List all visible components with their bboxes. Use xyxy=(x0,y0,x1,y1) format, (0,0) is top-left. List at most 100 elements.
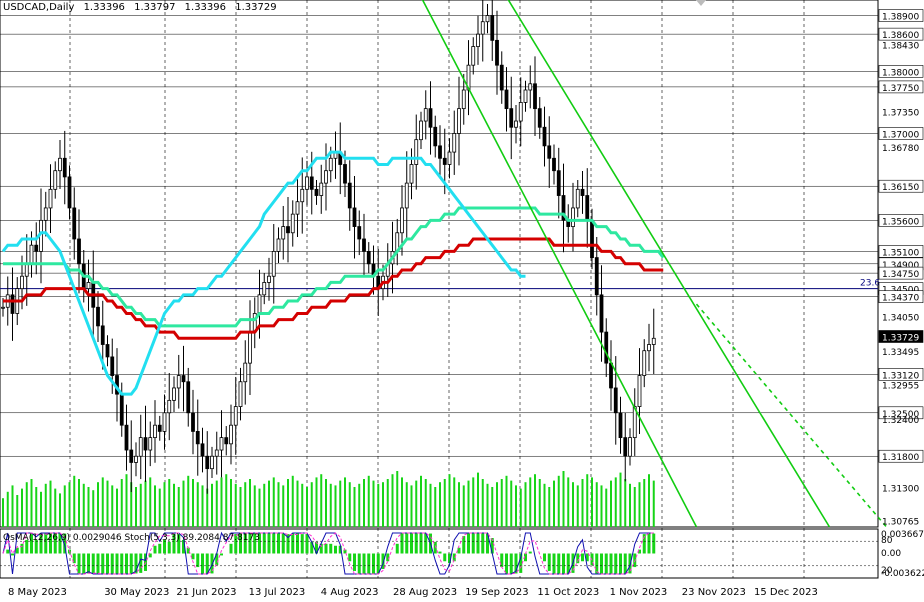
candle xyxy=(153,400,157,463)
ema-cyan-line xyxy=(1,150,526,396)
level-price-box xyxy=(878,65,924,78)
price-label: 1.35100 xyxy=(882,248,919,258)
candle xyxy=(504,67,509,132)
candle-body xyxy=(77,238,81,265)
candle xyxy=(105,335,110,367)
price-label: 1.32400 xyxy=(882,416,919,426)
candle xyxy=(10,267,15,341)
candle-body xyxy=(243,362,248,383)
candle-body xyxy=(637,375,642,407)
price-label: 1.37350 xyxy=(882,109,919,119)
candle-body xyxy=(609,362,613,389)
price-label: 1.30765 xyxy=(882,517,919,527)
candle-body xyxy=(153,424,157,439)
candle-body xyxy=(319,182,324,196)
sub-axis-label: 80 xyxy=(881,536,893,546)
candle xyxy=(143,405,148,482)
candle-body xyxy=(604,331,609,364)
candle-body xyxy=(580,188,585,196)
candle-body xyxy=(67,176,72,209)
candle-body xyxy=(561,195,566,221)
candle-body xyxy=(594,257,599,296)
candle-body xyxy=(575,188,580,209)
candle xyxy=(471,37,476,75)
candle-body xyxy=(495,39,499,66)
candle-body xyxy=(618,412,623,439)
candle-body xyxy=(347,182,352,209)
candle-body xyxy=(276,238,281,252)
candle xyxy=(205,431,210,494)
candle xyxy=(48,164,53,234)
candle-body xyxy=(233,406,238,426)
candle xyxy=(290,200,295,247)
candle-body xyxy=(523,89,528,103)
candle xyxy=(404,151,409,240)
channel-line xyxy=(507,0,831,528)
candle-body xyxy=(262,282,267,296)
level-price-box xyxy=(878,179,924,193)
candle xyxy=(314,180,319,205)
candle xyxy=(476,15,480,65)
candle xyxy=(642,339,647,388)
price-label: 1.36780 xyxy=(882,144,919,154)
candle-body xyxy=(343,164,347,184)
level-price-box xyxy=(878,406,924,420)
candle-body xyxy=(53,170,58,190)
date-label: 21 Jun 2023 xyxy=(176,587,236,598)
candle xyxy=(286,196,290,263)
ema-green-line xyxy=(3,206,665,328)
candle-body xyxy=(176,375,181,389)
candle-body xyxy=(461,89,466,110)
sub-axis-label: -0.003622 xyxy=(881,569,924,579)
candle xyxy=(267,257,271,301)
level-price-box xyxy=(878,80,924,94)
price-label: 1.31800 xyxy=(882,453,919,463)
candle xyxy=(357,210,362,256)
candle-body xyxy=(314,188,319,196)
candle-body xyxy=(352,207,357,227)
candle xyxy=(319,164,324,214)
stoch-main-line xyxy=(2,531,654,575)
candle xyxy=(347,160,352,231)
price-label: 1.34900 xyxy=(882,261,919,271)
candle-body xyxy=(528,83,533,91)
candle-body xyxy=(181,375,186,383)
candle-body xyxy=(414,139,419,165)
candle xyxy=(77,209,81,294)
level-price-box xyxy=(878,266,924,280)
candle xyxy=(485,3,490,34)
candle xyxy=(233,376,238,455)
candle-body xyxy=(328,157,333,172)
candle xyxy=(229,404,233,465)
level-price-box xyxy=(878,9,924,22)
candle-body xyxy=(438,145,442,159)
candle-body xyxy=(238,381,243,407)
price-label: 1.33120 xyxy=(882,371,919,381)
candle-body xyxy=(433,126,438,147)
level-price-box xyxy=(878,290,924,304)
candle-body xyxy=(452,133,457,153)
candle-body xyxy=(1,306,5,309)
candle-body xyxy=(366,250,371,265)
channel-line xyxy=(695,303,888,528)
candle xyxy=(186,367,191,427)
candle-body xyxy=(504,89,509,110)
date-label: 30 May 2023 xyxy=(104,587,169,598)
level-price-box xyxy=(878,214,924,227)
price-label: 1.38600 xyxy=(882,31,919,41)
candle xyxy=(433,115,438,158)
date-label: 13 Jul 2023 xyxy=(249,587,306,598)
candle xyxy=(162,394,167,450)
candle xyxy=(490,0,495,61)
date-label: 11 Oct 2023 xyxy=(537,587,599,598)
candle xyxy=(124,404,129,471)
candle xyxy=(262,273,267,305)
high-value: 1.33797 xyxy=(134,2,176,13)
candle-body xyxy=(100,325,105,345)
candle xyxy=(561,163,566,253)
candle-body xyxy=(224,437,229,445)
candle xyxy=(414,114,419,190)
candle xyxy=(623,412,628,482)
candle xyxy=(533,56,537,136)
channel-line xyxy=(421,0,698,528)
